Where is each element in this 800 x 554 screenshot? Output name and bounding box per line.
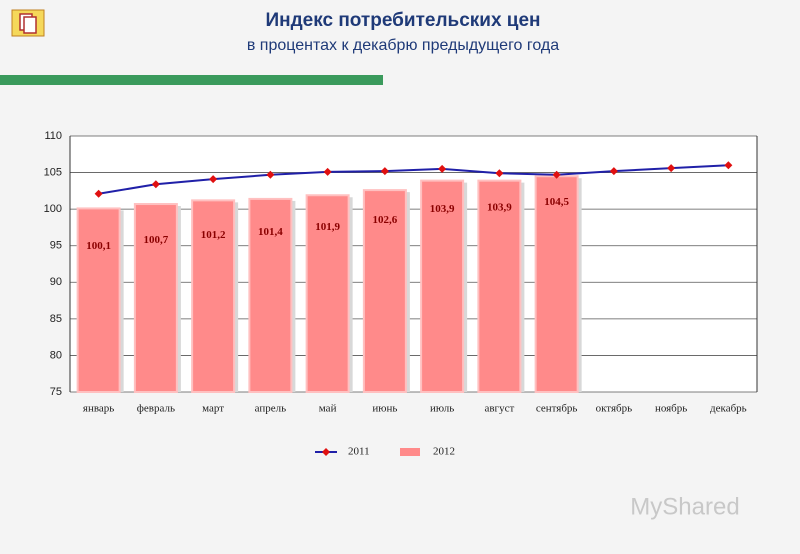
x-tick-label: сентябрь xyxy=(536,403,578,415)
bar xyxy=(133,203,178,393)
x-tick-label: январь xyxy=(83,403,114,415)
marker xyxy=(495,169,504,178)
legend-swatch xyxy=(400,448,420,456)
y-tick-label: 110 xyxy=(44,130,62,142)
bar xyxy=(534,175,579,393)
y-tick-label: 105 xyxy=(44,166,62,178)
bar xyxy=(76,207,121,393)
y-tick-label: 75 xyxy=(50,386,62,398)
bar xyxy=(191,199,236,393)
x-tick-label: декабрь xyxy=(710,403,747,415)
y-tick-label: 100 xyxy=(44,203,62,215)
data-label: 102,6 xyxy=(373,214,398,226)
x-tick-label: март xyxy=(202,403,224,415)
bar xyxy=(248,197,293,393)
watermark: MyShared xyxy=(630,493,739,520)
bar xyxy=(305,194,350,393)
header-icon xyxy=(11,9,45,37)
y-tick-label: 85 xyxy=(50,313,62,325)
x-tick-label: июнь xyxy=(372,403,397,415)
y-tick-label: 90 xyxy=(50,276,62,288)
bar xyxy=(477,179,522,393)
marker xyxy=(209,175,218,184)
x-tick-label: июль xyxy=(430,403,454,415)
data-label: 100,7 xyxy=(144,234,169,246)
marker xyxy=(266,170,275,179)
data-label: 103,9 xyxy=(430,203,455,215)
marker xyxy=(380,167,389,176)
data-label: 104,5 xyxy=(544,196,569,208)
y-tick-label: 95 xyxy=(50,240,62,252)
divider xyxy=(0,75,383,85)
marker xyxy=(667,164,676,173)
marker xyxy=(94,189,103,198)
data-label: 101,4 xyxy=(258,226,283,238)
bar xyxy=(362,189,407,393)
data-label: 103,9 xyxy=(487,202,512,214)
chart-subtitle: в процентах к декабрю предыдущего года xyxy=(247,37,559,54)
x-tick-label: февраль xyxy=(137,403,175,415)
x-tick-label: апрель xyxy=(255,403,287,415)
legend-label: 2012 xyxy=(433,446,455,458)
line xyxy=(98,164,729,195)
marker xyxy=(724,161,733,170)
x-tick-label: май xyxy=(319,403,337,415)
marker xyxy=(552,170,561,179)
marker xyxy=(323,167,332,176)
legend-label: 2011 xyxy=(348,446,370,458)
legend-marker xyxy=(322,448,330,456)
data-label: 101,9 xyxy=(315,221,340,233)
x-tick-label: ноябрь xyxy=(655,403,687,415)
marker xyxy=(609,167,618,176)
bar xyxy=(420,179,465,393)
plot-area xyxy=(70,136,757,392)
data-label: 101,2 xyxy=(201,229,226,241)
data-label: 100,1 xyxy=(86,240,111,252)
y-tick-label: 80 xyxy=(50,349,62,361)
marker xyxy=(438,164,447,173)
chart-title: Индекс потребительских цен xyxy=(265,10,540,31)
x-tick-label: октябрь xyxy=(596,403,633,415)
x-tick-label: август xyxy=(484,403,514,415)
marker xyxy=(151,180,160,189)
